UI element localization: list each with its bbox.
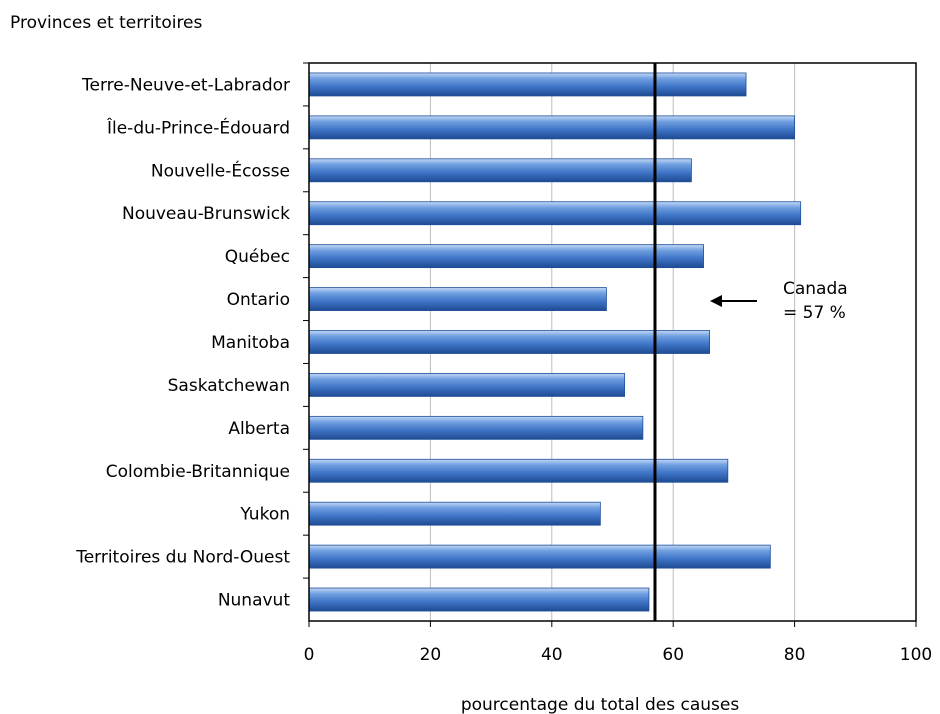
x-axis-label: pourcentage du total des causes — [461, 695, 740, 714]
category-label: Nouveau-Brunswick — [122, 204, 290, 224]
bar — [308, 72, 747, 97]
x-tick-label: 0 — [304, 645, 315, 665]
bar — [308, 415, 644, 440]
x-tick-label: 80 — [784, 645, 806, 665]
bar — [308, 330, 711, 354]
category-label: Colombie-Britannique — [106, 462, 290, 482]
bar — [308, 373, 626, 397]
bar — [308, 501, 601, 526]
plot-frame — [308, 62, 917, 622]
category-label: Saskatchewan — [168, 376, 290, 396]
bar — [308, 158, 692, 183]
category-label: Île-du-Prince-Édouard — [106, 116, 290, 138]
x-tick-labels: 0 20 40 60 80 100 — [304, 621, 932, 665]
category-label: Terre-Neuve-et-Labrador — [81, 75, 290, 95]
chart-title: Provinces et territoires — [10, 13, 203, 33]
category-label: Manitoba — [211, 333, 290, 353]
x-tick-label: 40 — [541, 645, 563, 665]
category-label: Québec — [225, 247, 290, 267]
annotation-line1: Canada — [783, 279, 848, 299]
annotation-arrow-head — [710, 295, 722, 307]
category-label: Nouvelle-Écosse — [151, 159, 290, 181]
bar — [308, 458, 729, 483]
category-label: Territoires du Nord-Ouest — [75, 548, 290, 568]
category-label: Alberta — [228, 419, 290, 439]
category-label: Yukon — [239, 505, 290, 525]
bar — [308, 244, 704, 269]
bars — [308, 72, 802, 612]
bar — [308, 587, 650, 612]
bar — [308, 287, 607, 311]
x-tick-label: 100 — [900, 645, 932, 665]
x-tick-label: 20 — [420, 645, 442, 665]
category-label: Ontario — [227, 290, 290, 310]
bar — [308, 201, 802, 226]
annotation-line2: = 57 % — [783, 303, 846, 323]
category-label: Nunavut — [218, 591, 291, 611]
canada-annotation: Canada = 57 % — [710, 279, 848, 323]
bar — [308, 115, 796, 140]
category-labels: Terre-Neuve-et-Labrador Île-du-Prince-Édo… — [75, 62, 309, 611]
bar — [308, 544, 771, 569]
x-tick-label: 60 — [662, 645, 684, 665]
